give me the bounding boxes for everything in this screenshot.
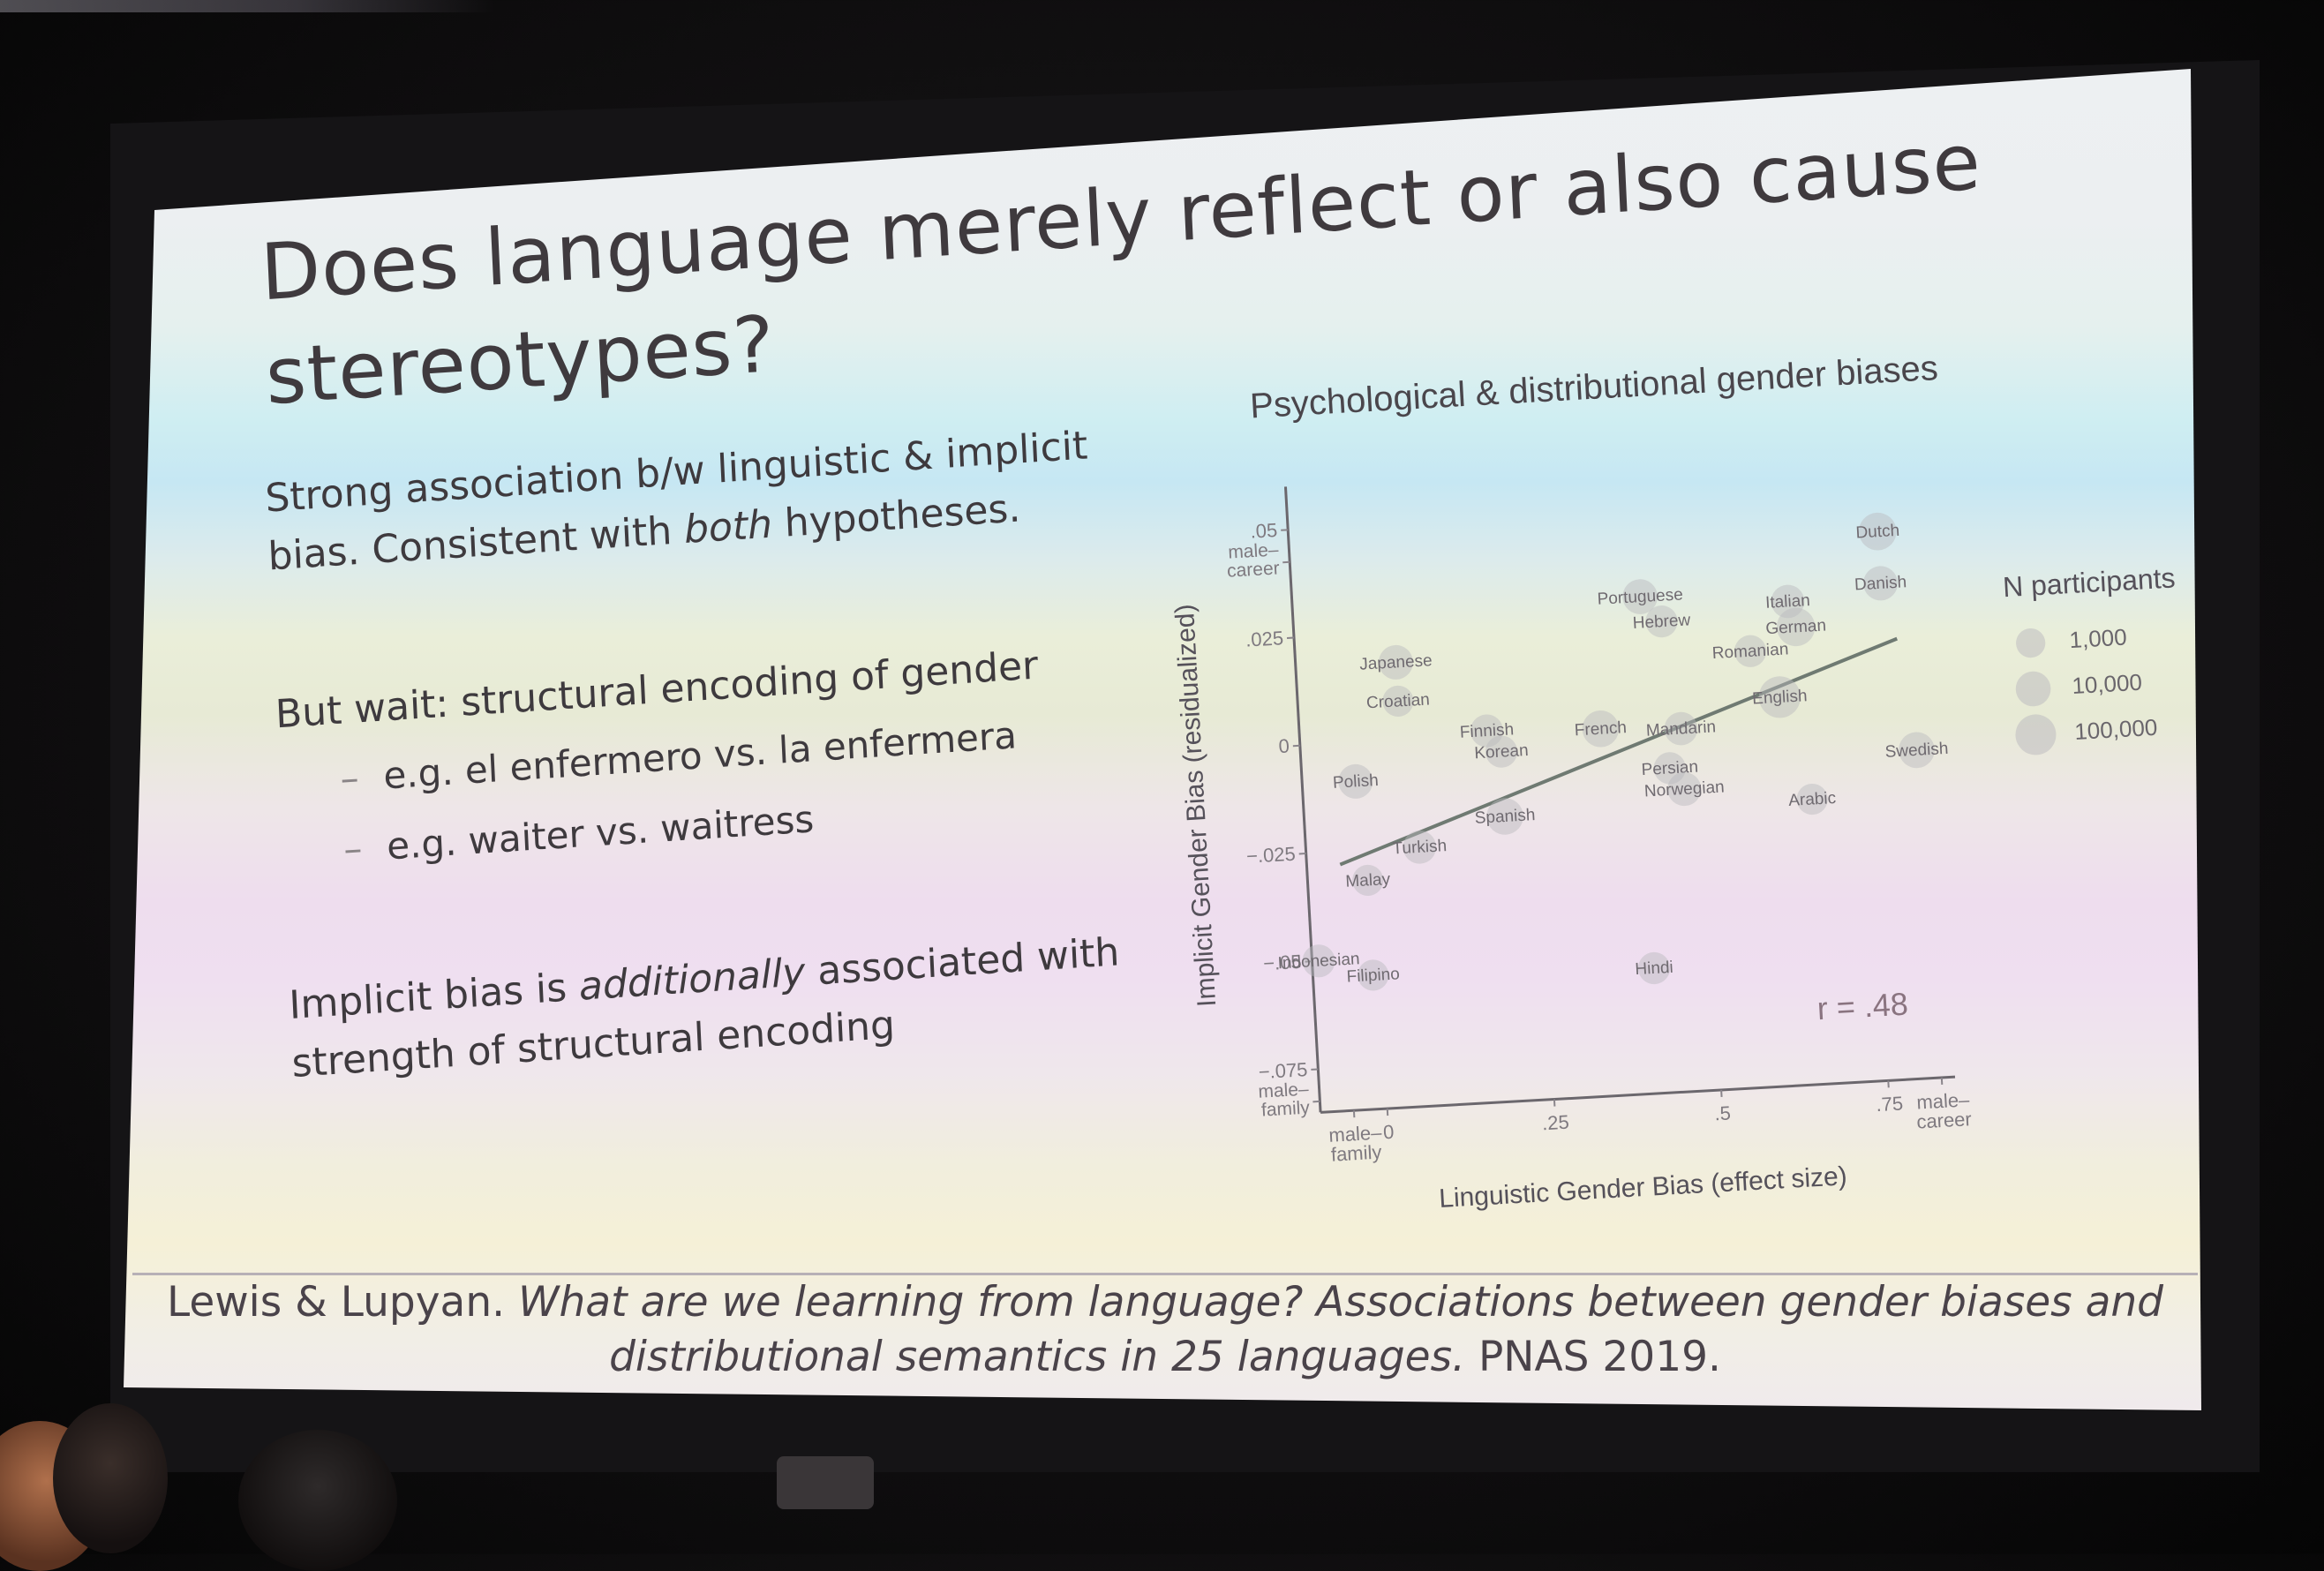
bullet-3-emphasis: additionally bbox=[578, 950, 807, 1010]
data-point-label: Filipino bbox=[1346, 965, 1400, 986]
legend-swatch bbox=[2014, 713, 2057, 755]
audience-light-glare bbox=[0, 0, 494, 12]
data-point-label: Mandarin bbox=[1645, 718, 1716, 740]
data-point-label: Spanish bbox=[1474, 806, 1536, 828]
data-point-label: Dutch bbox=[1855, 522, 1900, 543]
data-point-label: Croatian bbox=[1365, 690, 1430, 712]
data-point-label: Portuguese bbox=[1597, 585, 1683, 608]
data-point-label: Japanese bbox=[1359, 651, 1433, 674]
y-tick-label-descriptor: family bbox=[1260, 1098, 1311, 1121]
scatter-chart-svg: Psychological & distributional gender bi… bbox=[1147, 327, 2279, 1234]
sub-bullet-dash: – bbox=[342, 826, 363, 870]
bullet-1-text-b: hypotheses. bbox=[771, 485, 1022, 546]
x-tick-label: .75 bbox=[1876, 1092, 1904, 1116]
y-tick-label: −.025 bbox=[1245, 843, 1296, 868]
citation-line-1: Lewis & Lupyan. What are we learning fro… bbox=[132, 1275, 2198, 1330]
data-point-label: Swedish bbox=[1884, 740, 1949, 762]
y-tick-label: 0 bbox=[1278, 734, 1290, 757]
x-axis-line bbox=[1320, 1077, 1955, 1112]
data-point-label: French bbox=[1574, 718, 1627, 740]
sub-bullet-dash: – bbox=[339, 755, 359, 800]
y-tick-label: .025 bbox=[1245, 627, 1284, 650]
data-point-label: Turkish bbox=[1392, 837, 1448, 858]
data-point-label: Norwegian bbox=[1643, 778, 1725, 801]
bullet-3-text-b: associated with bbox=[804, 929, 1120, 995]
x-tick-label: .5 bbox=[1714, 1101, 1732, 1124]
citation-venue: PNAS 2019. bbox=[1465, 1333, 1721, 1381]
legend-label: 10,000 bbox=[2072, 669, 2143, 699]
y-axis-line bbox=[1285, 486, 1320, 1112]
correlation-annotation: r = .48 bbox=[1816, 986, 1909, 1027]
legend-swatch bbox=[2015, 628, 2046, 658]
regression-line bbox=[1329, 639, 1908, 865]
audience-head-2 bbox=[53, 1403, 168, 1553]
data-point-label: Hebrew bbox=[1632, 611, 1691, 633]
x-tick-label: career bbox=[1916, 1108, 1973, 1132]
y-axis-label: Implicit Gender Bias (residualized) bbox=[1170, 604, 1222, 1008]
citation-title-2: distributional semantics in 25 languages… bbox=[609, 1333, 1465, 1381]
citation-authors: Lewis & Lupyan. bbox=[167, 1278, 505, 1327]
bullet-1-emphasis: both bbox=[683, 502, 773, 552]
citation-line-2: distributional semantics in 25 languages… bbox=[132, 1330, 2198, 1385]
legend-swatch bbox=[2015, 671, 2052, 708]
x-tick-label: .25 bbox=[1541, 1111, 1569, 1135]
x-tick-label: family bbox=[1330, 1141, 1382, 1166]
data-point-label: Korean bbox=[1474, 741, 1529, 763]
data-point-label: Romanian bbox=[1711, 640, 1789, 663]
data-point-label: Danish bbox=[1854, 573, 1907, 594]
y-tick-label-descriptor: career bbox=[1227, 558, 1281, 581]
legend-label: 100,000 bbox=[2074, 714, 2159, 745]
citation-bar: Lewis & Lupyan. What are we learning fro… bbox=[132, 1273, 2198, 1397]
data-point-label: Italian bbox=[1765, 591, 1811, 613]
data-point-label: English bbox=[1752, 687, 1808, 708]
data-point-label: Malay bbox=[1345, 870, 1391, 891]
data-point-label: Arabic bbox=[1788, 789, 1837, 810]
audience-head-3 bbox=[238, 1430, 397, 1571]
sub-bullet-2-text: e.g. waiter vs. waitress bbox=[386, 797, 815, 868]
legend-title: N participants bbox=[2002, 561, 2176, 603]
legend-label: 1,000 bbox=[2069, 624, 2128, 654]
bullet-list: Strong association b/w linguistic & impl… bbox=[264, 412, 1162, 470]
scatter-chart: Psychological & distributional gender bi… bbox=[1147, 327, 2279, 1234]
data-point-label: German bbox=[1765, 616, 1827, 638]
x-tick-label: 0 bbox=[1382, 1121, 1395, 1144]
data-point-label: Polish bbox=[1332, 771, 1379, 793]
sub-bullet-2: –e.g. waiter vs. waitress bbox=[342, 797, 815, 870]
citation-title-1: What are we learning from language? Asso… bbox=[505, 1278, 2163, 1327]
data-point-label: Hindi bbox=[1635, 958, 1673, 979]
camera-rig bbox=[777, 1456, 874, 1509]
